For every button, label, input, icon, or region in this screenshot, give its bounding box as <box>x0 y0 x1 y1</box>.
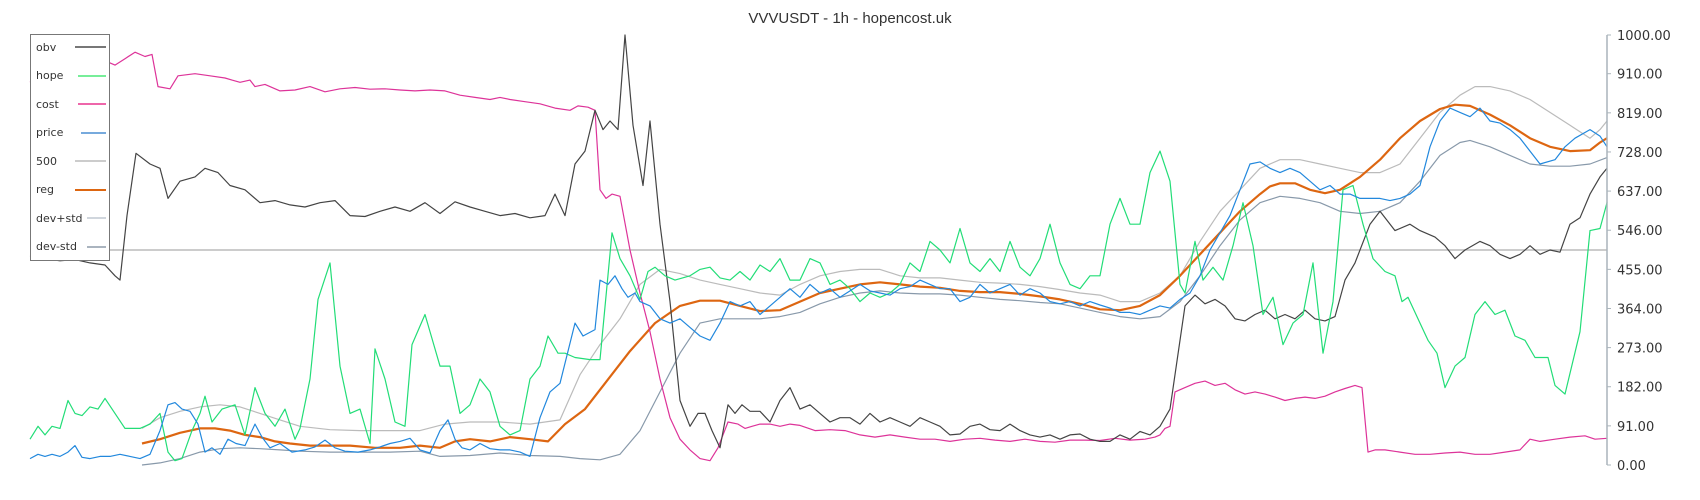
y-tick-label: 273.00 <box>1617 342 1663 357</box>
legend-item-price[interactable]: price <box>36 125 106 141</box>
legend-item-dev-std[interactable]: dev+std <box>36 210 106 226</box>
legend-swatch-icon <box>78 74 106 77</box>
y-tick-label: 364.00 <box>1617 302 1663 317</box>
legend-label: cost <box>36 97 59 111</box>
y-tick-label: 1000.00 <box>1617 29 1671 44</box>
chart-title: VVVUSDT - 1h - hopencost.uk <box>748 10 952 27</box>
series-layer <box>29 34 1608 466</box>
y-tick-label: 546.00 <box>1617 224 1663 239</box>
y-tick-label: 182.00 <box>1617 381 1663 396</box>
y-tick-label: 91.00 <box>1617 420 1654 435</box>
legend: obv hope cost price 500 reg dev+std dev-std <box>30 34 110 261</box>
legend-swatch-icon <box>75 188 106 191</box>
series-dev-std <box>141 85 1608 432</box>
y-tick-label: 455.00 <box>1617 263 1663 278</box>
series-reg <box>141 103 1608 449</box>
legend-swatch-icon <box>75 160 106 162</box>
legend-label: dev+std <box>36 211 83 225</box>
legend-swatch-icon <box>87 245 106 248</box>
y-tick-label: 910.00 <box>1617 68 1663 83</box>
legend-label: 500 <box>36 154 57 168</box>
series-dev-std <box>141 139 1608 466</box>
legend-item-cost[interactable]: cost <box>36 96 106 112</box>
y-tick-label: 637.00 <box>1617 185 1663 200</box>
legend-swatch-icon <box>78 103 106 105</box>
legend-item-hope[interactable]: hope <box>36 68 106 84</box>
legend-item-reg[interactable]: reg <box>36 182 106 198</box>
legend-item-obv[interactable]: obv <box>36 39 106 55</box>
series-price <box>29 107 1608 460</box>
legend-label: hope <box>36 69 64 82</box>
legend-label: obv <box>36 40 57 54</box>
legend-label: dev-std <box>36 240 77 253</box>
legend-swatch-icon <box>87 217 106 219</box>
y-tick-label: 0.00 <box>1617 459 1646 474</box>
y-axis: 0.00 91.00 182.00 273.00 364.00 455.00 546.00 6… <box>1606 29 1671 474</box>
legend-item-500[interactable]: 500 <box>36 153 106 169</box>
series-cost <box>29 51 1608 462</box>
legend-label: price <box>36 126 64 139</box>
legend-label: reg <box>36 183 55 196</box>
series-obv <box>29 34 1608 449</box>
y-tick-label: 728.00 <box>1617 146 1663 161</box>
y-tick-label: 819.00 <box>1617 107 1663 122</box>
series-hope <box>29 150 1608 462</box>
legend-item-dev-std[interactable]: dev-std <box>36 239 106 255</box>
legend-swatch-icon <box>81 131 106 134</box>
legend-swatch-icon <box>75 46 106 48</box>
